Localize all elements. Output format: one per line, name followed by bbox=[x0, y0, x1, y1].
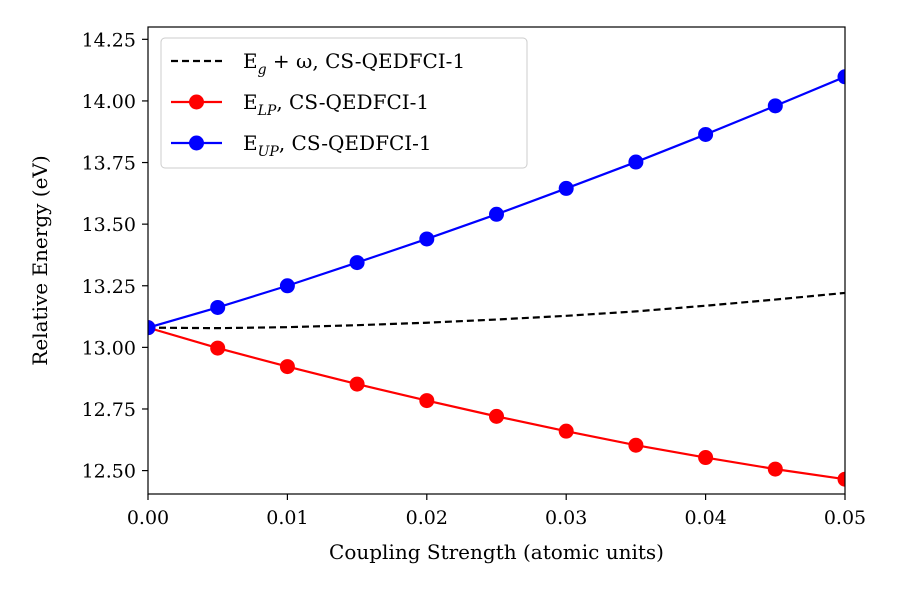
legend-entry: EUP, CS-QEDFCI-1 bbox=[171, 131, 432, 160]
data-point-lp bbox=[837, 471, 845, 487]
data-point-lp bbox=[489, 408, 504, 424]
y-axis: 12.50 12.75 13.00 13.25 13.50 13.75 14.00 14.25 bbox=[82, 29, 148, 483]
data-point-up bbox=[767, 98, 783, 114]
data-point-up bbox=[837, 69, 845, 85]
data-point-up bbox=[279, 278, 295, 294]
legend-label: EUP, CS-QEDFCI-1 bbox=[243, 131, 432, 160]
y-axis-label: Relative Energy (eV) bbox=[28, 155, 52, 365]
x-tick-label: 0.02 bbox=[406, 507, 448, 529]
data-point-lp bbox=[279, 359, 295, 375]
y-tick-label: 13.00 bbox=[82, 337, 136, 359]
data-point-lp bbox=[628, 437, 644, 453]
data-point-up bbox=[148, 320, 156, 336]
x-tick-label: 0.01 bbox=[266, 507, 308, 529]
y-tick-label: 13.50 bbox=[82, 214, 136, 236]
data-point-up bbox=[489, 206, 504, 222]
x-tick-label: 0.03 bbox=[545, 507, 587, 529]
data-point-lp bbox=[698, 450, 714, 466]
y-tick-label: 13.75 bbox=[82, 153, 136, 175]
data-point-lp bbox=[767, 461, 783, 477]
legend-entry: ELP, CS-QEDFCI-1 bbox=[171, 90, 429, 119]
y-tick-label: 12.75 bbox=[82, 399, 136, 421]
legend-label: ELP, CS-QEDFCI-1 bbox=[243, 90, 429, 119]
data-point-up bbox=[349, 255, 365, 271]
series-line-g bbox=[148, 291, 845, 330]
axes-frame bbox=[147, 26, 846, 495]
data-point-lp bbox=[349, 376, 365, 392]
data-point-up bbox=[558, 180, 574, 196]
legend-marker bbox=[189, 135, 204, 151]
data-point-up bbox=[419, 231, 435, 247]
x-tick-label: 0.05 bbox=[824, 507, 866, 529]
series-line-lp bbox=[148, 326, 845, 481]
legend-box bbox=[160, 37, 528, 169]
y-tick-label: 13.25 bbox=[82, 276, 136, 298]
legend-label: Eg + ω, CS-QEDFCI-1 bbox=[243, 49, 465, 78]
y-tick-label: 14.25 bbox=[82, 29, 136, 51]
x-axis: 0.00 0.01 0.02 0.03 0.04 0.05 bbox=[127, 494, 866, 529]
x-tick-label: 0.04 bbox=[684, 507, 726, 529]
plot-area bbox=[148, 69, 845, 487]
x-axis-label: Coupling Strength (atomic units) bbox=[329, 540, 664, 564]
legend-entry: Eg + ω, CS-QEDFCI-1 bbox=[171, 49, 465, 78]
x-tick-label: 0.00 bbox=[127, 507, 169, 529]
legend-marker bbox=[189, 94, 204, 110]
data-point-lp bbox=[419, 393, 435, 409]
data-point-lp bbox=[210, 340, 226, 356]
data-point-lp bbox=[558, 423, 574, 439]
y-tick-label: 12.50 bbox=[82, 461, 136, 483]
legend: Eg + ω, CS-QEDFCI-1 ELP, CS-QEDFCI-1 EUP, … bbox=[160, 37, 528, 169]
data-point-up bbox=[628, 154, 644, 170]
data-point-up bbox=[210, 299, 226, 315]
y-tick-label: 14.00 bbox=[82, 91, 136, 113]
data-point-up bbox=[698, 126, 714, 142]
